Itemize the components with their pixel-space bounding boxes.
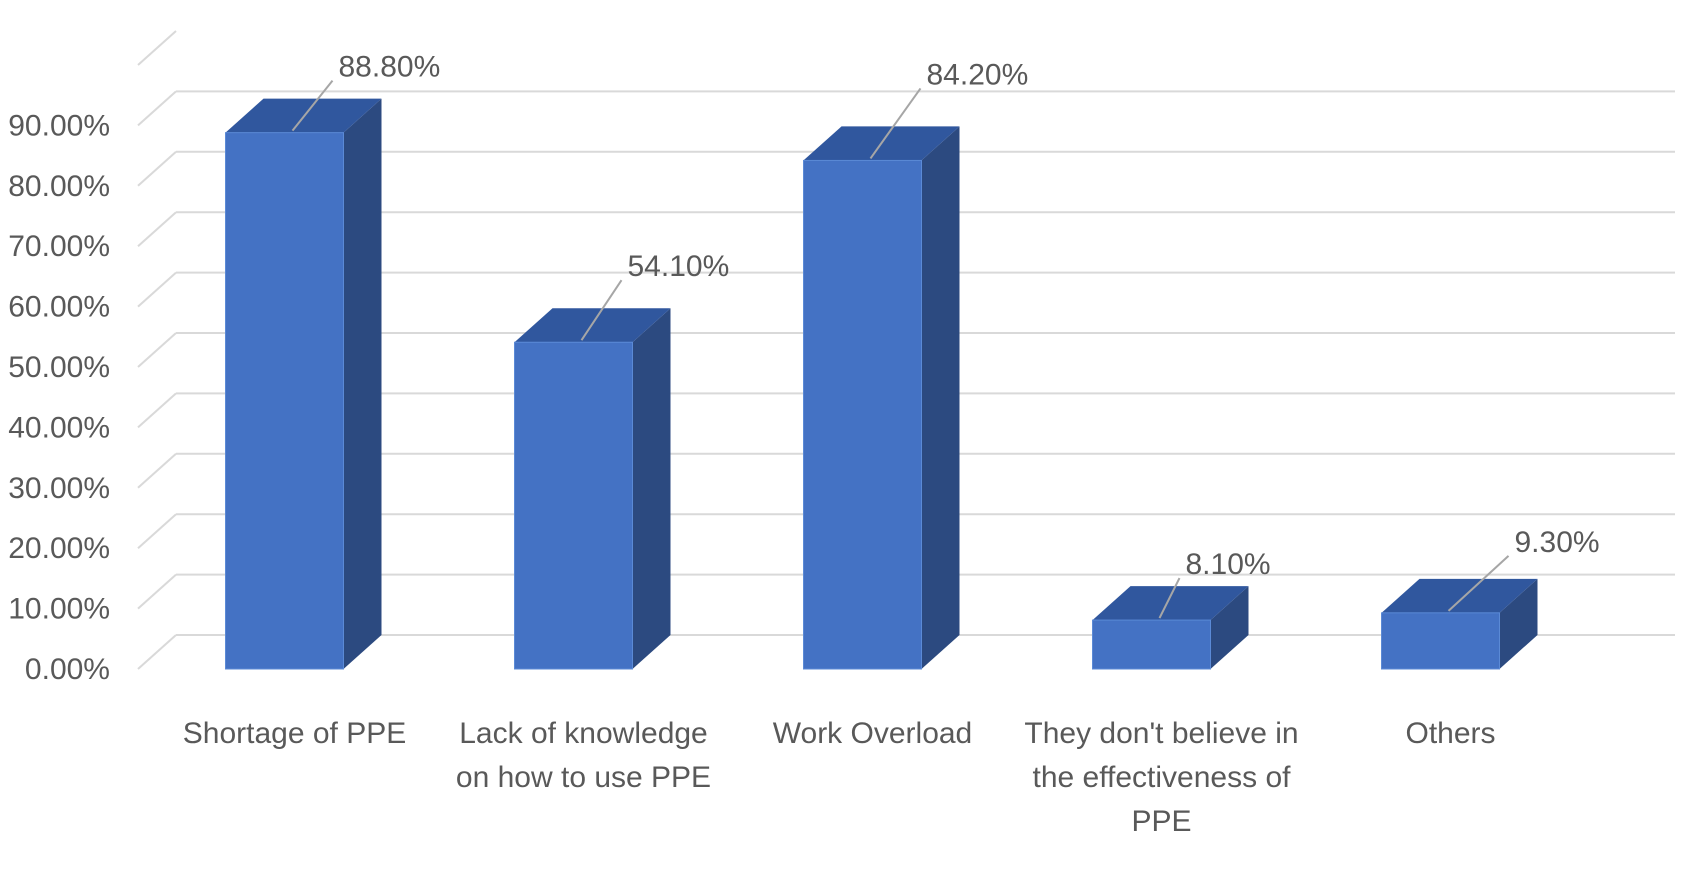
data-label: 84.20% (927, 58, 1029, 91)
data-label-leader (580, 279, 623, 341)
bar-side (1499, 578, 1538, 669)
bar-front (803, 159, 922, 670)
gridline-diagonal (137, 151, 177, 187)
data-labels: 88.80% 54.10% 84.20% 8.10% 9.30% (291, 51, 1600, 619)
bars (225, 98, 1538, 670)
gridline-diagonal (137, 90, 177, 127)
bar-front (514, 341, 633, 670)
gridline-diagonal (137, 453, 177, 489)
y-tick-label: 50.00% (8, 351, 110, 384)
y-tick-label: 0.00% (25, 653, 110, 686)
bar-side (343, 98, 382, 669)
y-tick-label: 70.00% (8, 230, 110, 263)
data-label-leader (291, 80, 334, 132)
bar-top (1381, 578, 1538, 613)
gridline-diagonal (137, 30, 177, 66)
x-category-label: Shortage of PPE (182, 717, 407, 750)
y-axis-ticks: 0.00% 10.00% 20.00% 30.00% 40.00% 50.00% 60.00… (8, 109, 110, 686)
data-label: 9.30% (1515, 526, 1600, 559)
bar-2 (803, 126, 960, 670)
bar-front (225, 132, 344, 670)
bar-top (1092, 586, 1249, 621)
data-label: 54.10% (628, 250, 730, 283)
y-tick-label: 20.00% (8, 532, 110, 565)
x-category-label: Others (1405, 717, 1496, 750)
data-label: 8.10% (1186, 548, 1271, 581)
gridline-diagonal (137, 211, 177, 247)
y-tick-label: 10.00% (8, 593, 110, 626)
y-tick-label: 40.00% (8, 411, 110, 444)
y-tick-label: 30.00% (8, 472, 110, 505)
bar-side (1210, 586, 1249, 669)
bar-side (921, 126, 960, 669)
bar-0 (225, 98, 382, 670)
y-tick-label: 60.00% (8, 291, 110, 324)
gridline-diagonal (137, 332, 177, 368)
x-category-label: Lack of knowledge on how to use PPE (455, 717, 712, 794)
bar-front (1092, 619, 1211, 670)
x-category-label: They don't believe in the effectiveness … (1024, 717, 1299, 838)
bar-1 (514, 308, 671, 670)
data-label: 88.80% (339, 51, 441, 84)
gridline-diagonal (137, 573, 177, 610)
data-label-leader (1158, 577, 1181, 619)
gridline-diagonal (137, 392, 177, 429)
data-label-leader (869, 87, 922, 160)
y-tick-label: 90.00% (8, 109, 110, 142)
bar-3 (1092, 586, 1249, 670)
x-category-label: Work Overload (772, 717, 973, 750)
bar-front (1381, 612, 1500, 670)
gridline-diagonal (137, 513, 177, 549)
data-label-leader (1447, 555, 1510, 612)
bar-side (632, 308, 671, 669)
bar-4 (1381, 578, 1538, 670)
gridline-diagonal (137, 634, 177, 670)
gridline-diagonal (137, 271, 177, 308)
y-tick-label: 80.00% (8, 170, 110, 203)
